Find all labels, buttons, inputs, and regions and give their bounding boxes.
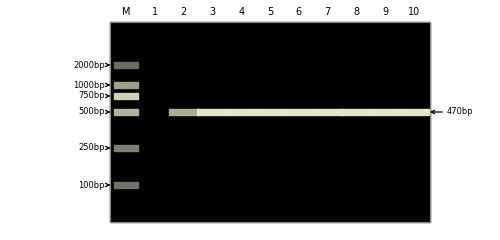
Bar	[226, 109, 256, 115]
Bar	[114, 182, 138, 188]
Bar	[114, 93, 138, 99]
Text: 500bp: 500bp	[78, 108, 105, 116]
Text: 2: 2	[180, 7, 186, 17]
Bar	[284, 109, 314, 115]
Text: 750bp: 750bp	[78, 91, 105, 101]
Text: 1: 1	[152, 7, 158, 17]
Text: 470bp: 470bp	[447, 108, 473, 116]
Text: 6: 6	[296, 7, 302, 17]
Bar	[114, 109, 138, 115]
Bar	[110, 22, 430, 222]
Text: 7: 7	[324, 7, 330, 17]
Text: 4: 4	[238, 7, 244, 17]
Text: 9: 9	[382, 7, 388, 17]
Bar	[342, 109, 372, 115]
Bar	[168, 109, 198, 115]
Bar	[399, 109, 429, 115]
Text: 5: 5	[267, 7, 273, 17]
Bar	[255, 109, 285, 115]
Bar	[312, 109, 342, 115]
Bar	[114, 145, 138, 151]
Text: 1000bp: 1000bp	[73, 80, 105, 90]
Bar	[198, 109, 228, 115]
Bar	[114, 82, 138, 88]
Text: M: M	[122, 7, 130, 17]
Bar	[370, 109, 400, 115]
Text: 3: 3	[210, 7, 216, 17]
Text: 8: 8	[354, 7, 360, 17]
Text: 100bp: 100bp	[78, 180, 105, 190]
Bar	[110, 22, 430, 222]
Bar	[114, 62, 138, 68]
Text: 250bp: 250bp	[78, 144, 105, 152]
Text: 10: 10	[408, 7, 420, 17]
Text: 2000bp: 2000bp	[73, 60, 105, 70]
